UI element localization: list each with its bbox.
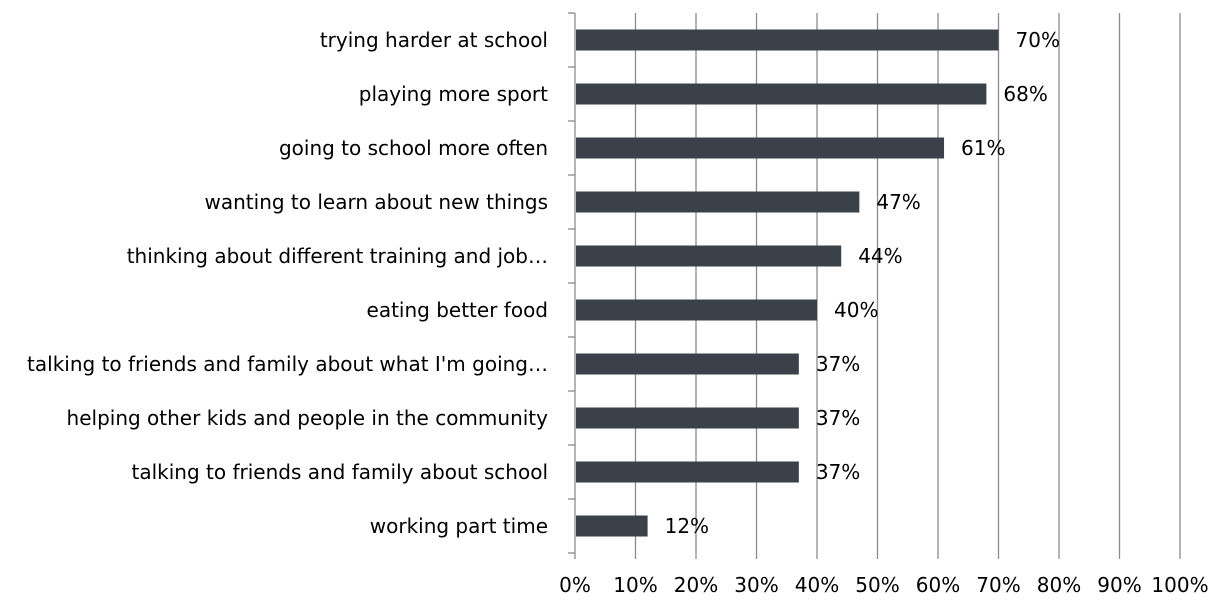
x-tick-labels: 0% 10% 20% 30% 40% 50% 60% 70% 80% 90% 100%	[559, 573, 1208, 597]
category-label: playing more sport	[359, 82, 548, 106]
data-label: 61%	[961, 136, 1005, 160]
data-label: 37%	[816, 406, 860, 430]
bar	[576, 461, 799, 483]
bars	[576, 29, 999, 537]
bar	[576, 83, 987, 105]
bar	[576, 191, 860, 213]
category-label: eating better food	[367, 298, 548, 322]
category-label: trying harder at school	[320, 28, 548, 52]
category-label: thinking about different training and jo…	[127, 244, 548, 268]
data-label: 44%	[858, 244, 902, 268]
data-label: 37%	[816, 352, 860, 376]
category-labels: trying harder at school playing more spor…	[27, 28, 548, 538]
x-tick-label: 30%	[734, 573, 778, 597]
x-tick-label: 20%	[674, 573, 718, 597]
bar	[576, 137, 945, 159]
data-label: 37%	[816, 460, 860, 484]
y-axis	[568, 12, 576, 559]
category-label: going to school more often	[279, 136, 548, 160]
bar	[576, 407, 799, 429]
data-label: 70%	[1016, 28, 1060, 52]
x-tick-label: 80%	[1037, 573, 1081, 597]
category-label: wanting to learn about new things	[205, 190, 549, 214]
x-tick-label: 100%	[1151, 573, 1208, 597]
category-label: talking to friends and family about what…	[27, 352, 548, 376]
x-tick-label: 40%	[795, 573, 839, 597]
x-tick-label: 50%	[855, 573, 899, 597]
data-label: 68%	[1003, 82, 1047, 106]
x-tick-label: 10%	[613, 573, 657, 597]
x-tick-label: 70%	[976, 573, 1020, 597]
bar	[576, 515, 648, 537]
category-label: helping other kids and people in the com…	[67, 406, 549, 430]
x-tick-label: 0%	[559, 573, 591, 597]
bar	[576, 245, 842, 267]
data-labels: 70% 68% 61% 47% 44% 40% 37% 37% 37% 12%	[665, 28, 1060, 538]
bar	[576, 29, 999, 51]
bar	[576, 299, 817, 321]
bar	[576, 353, 799, 375]
data-label: 12%	[665, 514, 709, 538]
x-tick-label: 60%	[916, 573, 960, 597]
category-label: working part time	[370, 514, 548, 538]
x-tick-label: 90%	[1097, 573, 1141, 597]
data-label: 40%	[834, 298, 878, 322]
data-label: 47%	[876, 190, 920, 214]
category-label: talking to friends and family about scho…	[132, 460, 548, 484]
